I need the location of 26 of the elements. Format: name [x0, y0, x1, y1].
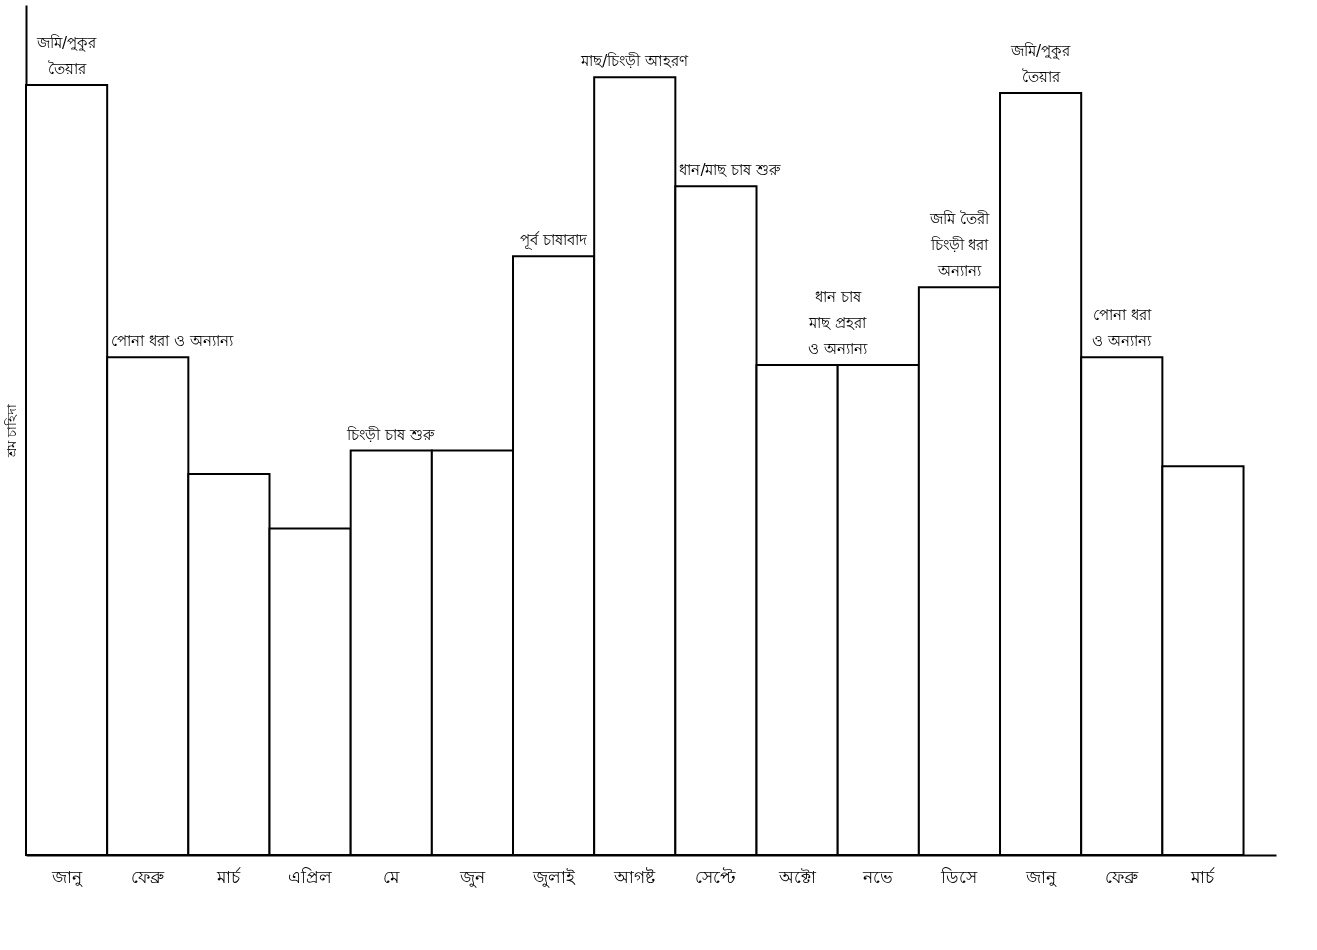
annotation: চিংড়ী চাষ শুরু [346, 425, 436, 444]
x-tick-label: মার্চ [216, 866, 242, 887]
annotation: পূর্ব চাষাবাদ [520, 231, 588, 251]
x-tick-label: এপ্রিল [288, 866, 333, 887]
y-axis-title: শ্রম চাহিদা [3, 403, 19, 459]
x-tick-label: জুন [458, 866, 486, 888]
x-tick-label: ডিসে [940, 866, 979, 887]
x-tick-label: জুলাই [531, 866, 576, 888]
x-tick-label: মার্চ [1190, 866, 1216, 887]
x-tick-label: অক্টো [777, 866, 817, 887]
x-tick-label: আগষ্ট [613, 866, 657, 887]
x-tick-label: জানু [50, 866, 83, 887]
annotation: পোনা ধরা ও অন্যান্য [111, 332, 234, 351]
x-tick-label: মে [383, 866, 401, 887]
x-tick-label: সেপ্টে [695, 866, 737, 887]
annotation: ধান/মাছ চাষ শুরু [679, 161, 781, 180]
text: মাছ/চিংড়ী আহরণ [580, 52, 690, 71]
annotation: পোনা ধরা ও অন্যান্য [1092, 306, 1153, 351]
annotation: জমি/পুকুর তৈয়ার [1010, 41, 1072, 86]
x-tick-label: ফেব্রু [131, 866, 166, 887]
x-tick-label: নভে [862, 866, 894, 887]
annotation: জমি তৈরী চিংড়ী ধরা অন্যান্য [929, 210, 990, 281]
x-tick-label: জানু [1024, 866, 1057, 887]
x-tick-label: ফেব্রু [1105, 866, 1140, 887]
annotation: ধান চাষ মাছ প্রহরা ও অন্যান্য [808, 288, 869, 359]
annotation: জমি/পুকুর তৈয়ার [36, 34, 98, 79]
